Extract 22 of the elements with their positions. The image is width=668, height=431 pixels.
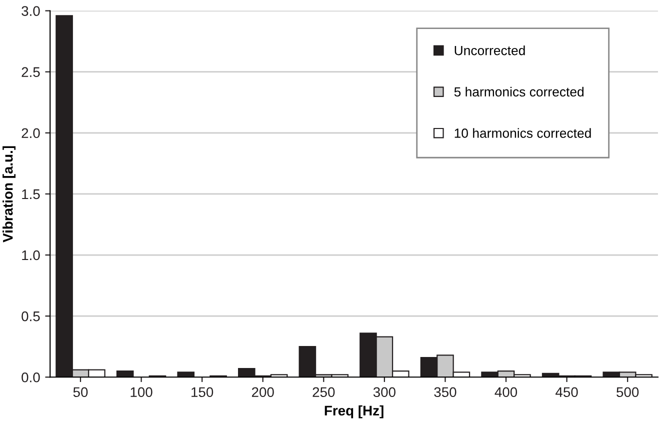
x-tick-label: 400 [494, 387, 518, 398]
y-tick-label: 2.0 [22, 128, 40, 138]
y-tick-label: 0.5 [22, 311, 40, 322]
x-tick-label: 150 [192, 387, 214, 398]
x-tick-label: 450 [556, 387, 578, 398]
legend-label: Uncorrected [454, 46, 525, 56]
x-tick-label: 100 [130, 387, 152, 398]
y-tick-label: 0.0 [22, 372, 40, 382]
x-tick-label: 200 [252, 387, 274, 398]
y-axis-title: Vibration [a.u.] [2, 146, 16, 242]
legend-label: 5 harmonics corrected [454, 86, 584, 97]
y-tick-label: 1.0 [22, 250, 40, 260]
x-axis-title: Freq [Hz] [324, 405, 384, 418]
x-tick-label: 300 [373, 387, 396, 398]
x-tick-label: 50 [73, 387, 88, 398]
x-tick-label: 350 [434, 387, 456, 398]
y-tick-label: 2.5 [22, 67, 40, 78]
legend-label: 10 harmonics corrected [454, 128, 591, 138]
x-tick-label: 500 [616, 387, 639, 398]
y-tick-label: 3.0 [22, 6, 40, 16]
y-tick-label: 1.5 [22, 189, 40, 200]
x-tick-label: 250 [312, 387, 335, 398]
